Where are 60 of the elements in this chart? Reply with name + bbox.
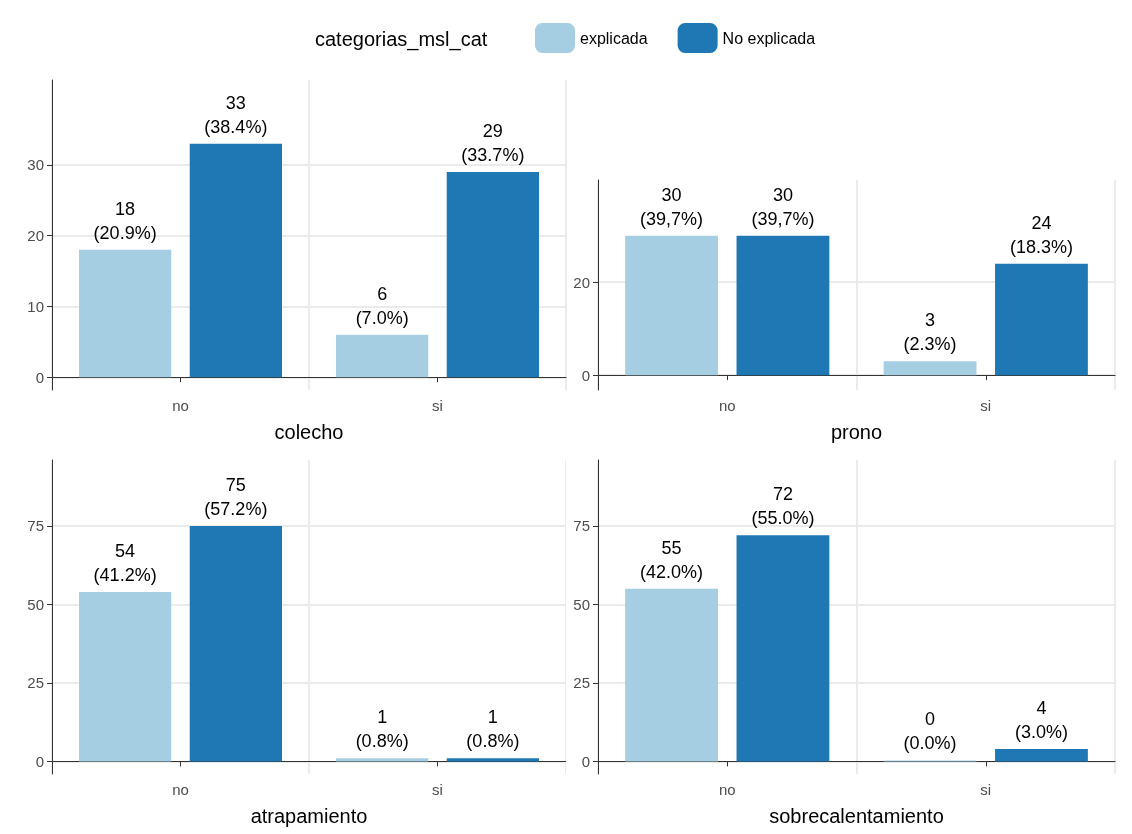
data-label: 30 (39,7%) — [640, 184, 704, 229]
x-tick-label: si — [980, 397, 992, 414]
data-label: 4 (3.0%) — [1014, 697, 1068, 742]
data-label: 72 (55.0%) — [751, 484, 815, 529]
x-axis-title: sobrecalentamiento — [769, 805, 944, 827]
bar — [446, 172, 540, 378]
x-tick-label: no — [718, 781, 736, 798]
data-label: 1 (0.8%) — [355, 707, 409, 752]
data-label: 55 (42.0%) — [640, 537, 704, 582]
data-label: 24 (18.3%) — [1009, 212, 1073, 257]
x-tick-label: si — [980, 781, 992, 798]
x-tick-label: no — [172, 781, 189, 798]
data-label: 75 (57.2%) — [204, 474, 268, 519]
x-tick-label: si — [432, 397, 443, 414]
y-tick-label: 0 — [35, 368, 44, 386]
legend-title: categorias_msl_cat — [315, 28, 488, 51]
y-tick-label: 50 — [573, 595, 590, 613]
x-axis-title: atrapamiento — [250, 805, 368, 827]
bar — [335, 758, 429, 762]
data-label: 18 (20.9%) — [93, 198, 157, 243]
y-tick-label: 25 — [573, 674, 590, 692]
bar — [736, 535, 830, 762]
legend-label: explicada — [580, 29, 648, 47]
y-tick-label: 50 — [27, 595, 44, 613]
data-label: 29 (33.7%) — [461, 121, 525, 166]
x-tick-label: si — [432, 781, 443, 798]
y-tick-label: 10 — [27, 297, 44, 315]
x-tick-label: no — [718, 397, 736, 414]
y-tick-label: 0 — [581, 752, 590, 770]
data-label: 1 (0.8%) — [466, 707, 520, 752]
bar — [78, 591, 172, 762]
bar — [736, 235, 830, 376]
bar — [625, 588, 718, 762]
y-tick-label: 30 — [27, 156, 44, 174]
x-axis-title: colecho — [274, 421, 344, 443]
bar — [995, 748, 1088, 762]
y-tick-label: 20 — [27, 227, 44, 245]
bar — [625, 235, 718, 376]
y-tick-label: 20 — [573, 273, 590, 291]
bar — [189, 143, 283, 378]
bar — [189, 525, 283, 762]
y-tick-label: 25 — [27, 674, 44, 692]
data-label: 6 (7.0%) — [355, 283, 409, 328]
data-label: 54 (41.2%) — [93, 540, 157, 585]
y-tick-label: 75 — [27, 517, 44, 535]
bar — [78, 249, 172, 378]
x-axis-title: prono — [830, 421, 883, 443]
legend-label: No explicada — [722, 29, 816, 47]
data-label: 33 (38.4%) — [204, 92, 268, 137]
y-tick-label: 0 — [581, 366, 590, 384]
data-label: 0 (0.0%) — [903, 709, 957, 754]
x-tick-label: no — [172, 397, 189, 414]
data-label: 3 (2.3%) — [903, 310, 957, 355]
bar — [995, 263, 1088, 376]
bar — [883, 361, 977, 376]
bar — [335, 334, 429, 378]
bar — [446, 758, 540, 762]
y-tick-label: 75 — [573, 517, 590, 535]
y-tick-label: 0 — [35, 752, 44, 770]
data-label: 30 (39,7%) — [751, 184, 815, 229]
